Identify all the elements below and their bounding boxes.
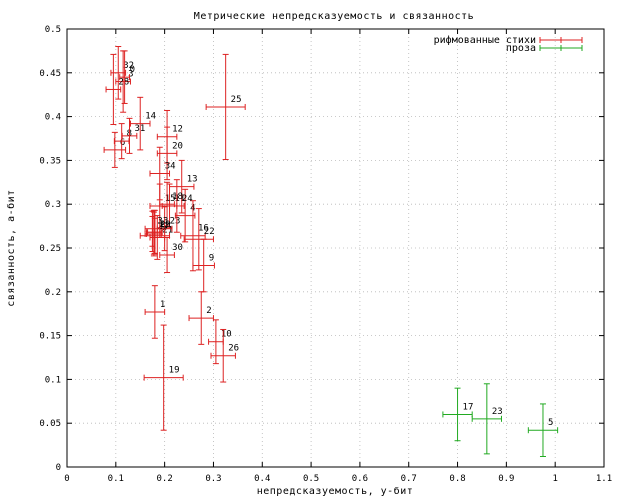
point-label: 18	[172, 192, 183, 202]
point-label: 22	[204, 227, 215, 237]
chart-title: Метрические непредсказуемость и связанно…	[194, 11, 474, 22]
point-label: 24	[182, 194, 193, 204]
x-tick-label: 0.5	[303, 474, 319, 484]
x-axis: 0 0.1 0.2 0.3 0.4 0.5 0.6 0.7 0.8 0.9 1 1.1	[64, 29, 612, 484]
data-point: 5	[527, 403, 559, 457]
data-point: 34	[149, 146, 176, 201]
data-point: 26	[210, 328, 239, 383]
data-point: 10	[208, 319, 232, 365]
series-prose: 17 23 5	[442, 383, 559, 457]
point-label: 5	[548, 418, 553, 428]
data-point: 14	[129, 96, 156, 151]
data-point: 23	[471, 383, 503, 455]
y-tick-label: 0.15	[39, 332, 61, 342]
data-point: 13	[169, 159, 198, 214]
y-tick-label: 0.35	[39, 156, 61, 166]
point-label: 26	[228, 344, 239, 354]
y-tick-label: 0.4	[45, 113, 61, 123]
series-rhymed: 1234567891011121314151617181920212223242…	[103, 46, 246, 431]
point-label: 30	[172, 243, 183, 253]
data-point: 28	[105, 53, 129, 125]
data-point: 19	[143, 324, 184, 431]
point-label: 28	[118, 77, 129, 87]
x-tick-label: 0.4	[254, 474, 270, 484]
point-label: 14	[145, 112, 156, 122]
point-label: 25	[231, 95, 242, 105]
point-label: 31	[134, 124, 145, 134]
point-label: 23	[170, 217, 181, 227]
point-label: 29	[160, 220, 171, 230]
data-point: 29	[147, 209, 171, 255]
data-point: 20	[156, 126, 183, 181]
x-tick-label: 0.8	[449, 474, 465, 484]
data-point: 1	[144, 285, 165, 339]
point-label: 34	[165, 162, 176, 172]
x-tick-label: 1	[552, 474, 557, 484]
x-tick-label: 0.7	[401, 474, 417, 484]
x-tick-label: 0.2	[157, 474, 173, 484]
data-points: 1234567891011121314151617181920212223242…	[103, 46, 559, 457]
legend-label: рифмованные стихи	[434, 34, 536, 46]
y-tick-label: 0.3	[45, 200, 61, 210]
y-axis-label: связанность, а-бит	[5, 189, 17, 306]
data-point: 30	[159, 236, 183, 274]
legend-label: проза	[506, 43, 536, 54]
data-point: 17	[442, 387, 474, 442]
point-label: 19	[169, 366, 180, 376]
x-tick-label: 0	[64, 474, 69, 484]
point-label: 23	[492, 407, 503, 417]
data-point: 12	[156, 109, 183, 164]
y-tick-label: 0	[56, 463, 61, 473]
data-point: 33	[144, 210, 168, 247]
x-tick-label: 1.1	[596, 474, 612, 484]
data-point: 32	[110, 46, 134, 100]
point-label: 9	[209, 254, 214, 264]
x-axis-label: непредсказуемость, у-бит	[257, 485, 414, 497]
x-tick-label: 0.3	[205, 474, 221, 484]
point-label: 6	[120, 138, 125, 148]
data-point: 0	[119, 50, 135, 104]
y-tick-label: 0.25	[39, 244, 61, 254]
data-point: 24	[169, 179, 193, 233]
data-point: 2	[188, 291, 214, 345]
y-tick-label: 0.5	[45, 25, 61, 35]
x-tick-label: 0.6	[352, 474, 368, 484]
point-label: 27	[157, 222, 168, 232]
x-tick-label: 0.9	[498, 474, 514, 484]
point-label: 21	[162, 225, 173, 235]
y-tick-label: 0.1	[45, 375, 61, 385]
data-point: 31	[121, 117, 145, 154]
point-label: 2	[206, 306, 211, 316]
point-label: 12	[172, 125, 183, 135]
point-label: 15	[165, 194, 176, 204]
data-point: 25	[205, 53, 246, 161]
point-label: 3	[128, 70, 133, 80]
data-point: 9	[192, 238, 215, 293]
x-tick-label: 0.1	[108, 474, 124, 484]
point-label: 20	[172, 141, 183, 151]
point-label: 32	[123, 61, 134, 71]
data-point: 22	[183, 208, 215, 271]
y-tick-label: 0.05	[39, 419, 61, 429]
point-label: 10	[221, 330, 232, 340]
data-point: 16	[180, 200, 209, 272]
point-label: 16	[198, 224, 209, 234]
grid	[67, 29, 604, 467]
y-tick-label: 0.2	[45, 288, 61, 298]
y-tick-label: 0.45	[39, 69, 61, 79]
point-label: 33	[157, 217, 168, 227]
point-label: 17	[463, 402, 474, 412]
point-label: 13	[187, 175, 198, 185]
point-label: 0	[130, 65, 135, 75]
y-axis: 0 0.05 0.1 0.15 0.2 0.25 0.3 0.35 0.4 0.45 0.5	[39, 25, 604, 473]
point-label: 11	[175, 194, 186, 204]
point-label: 7	[159, 220, 164, 230]
point-label: 1	[160, 300, 165, 310]
data-point: 18	[159, 181, 183, 227]
